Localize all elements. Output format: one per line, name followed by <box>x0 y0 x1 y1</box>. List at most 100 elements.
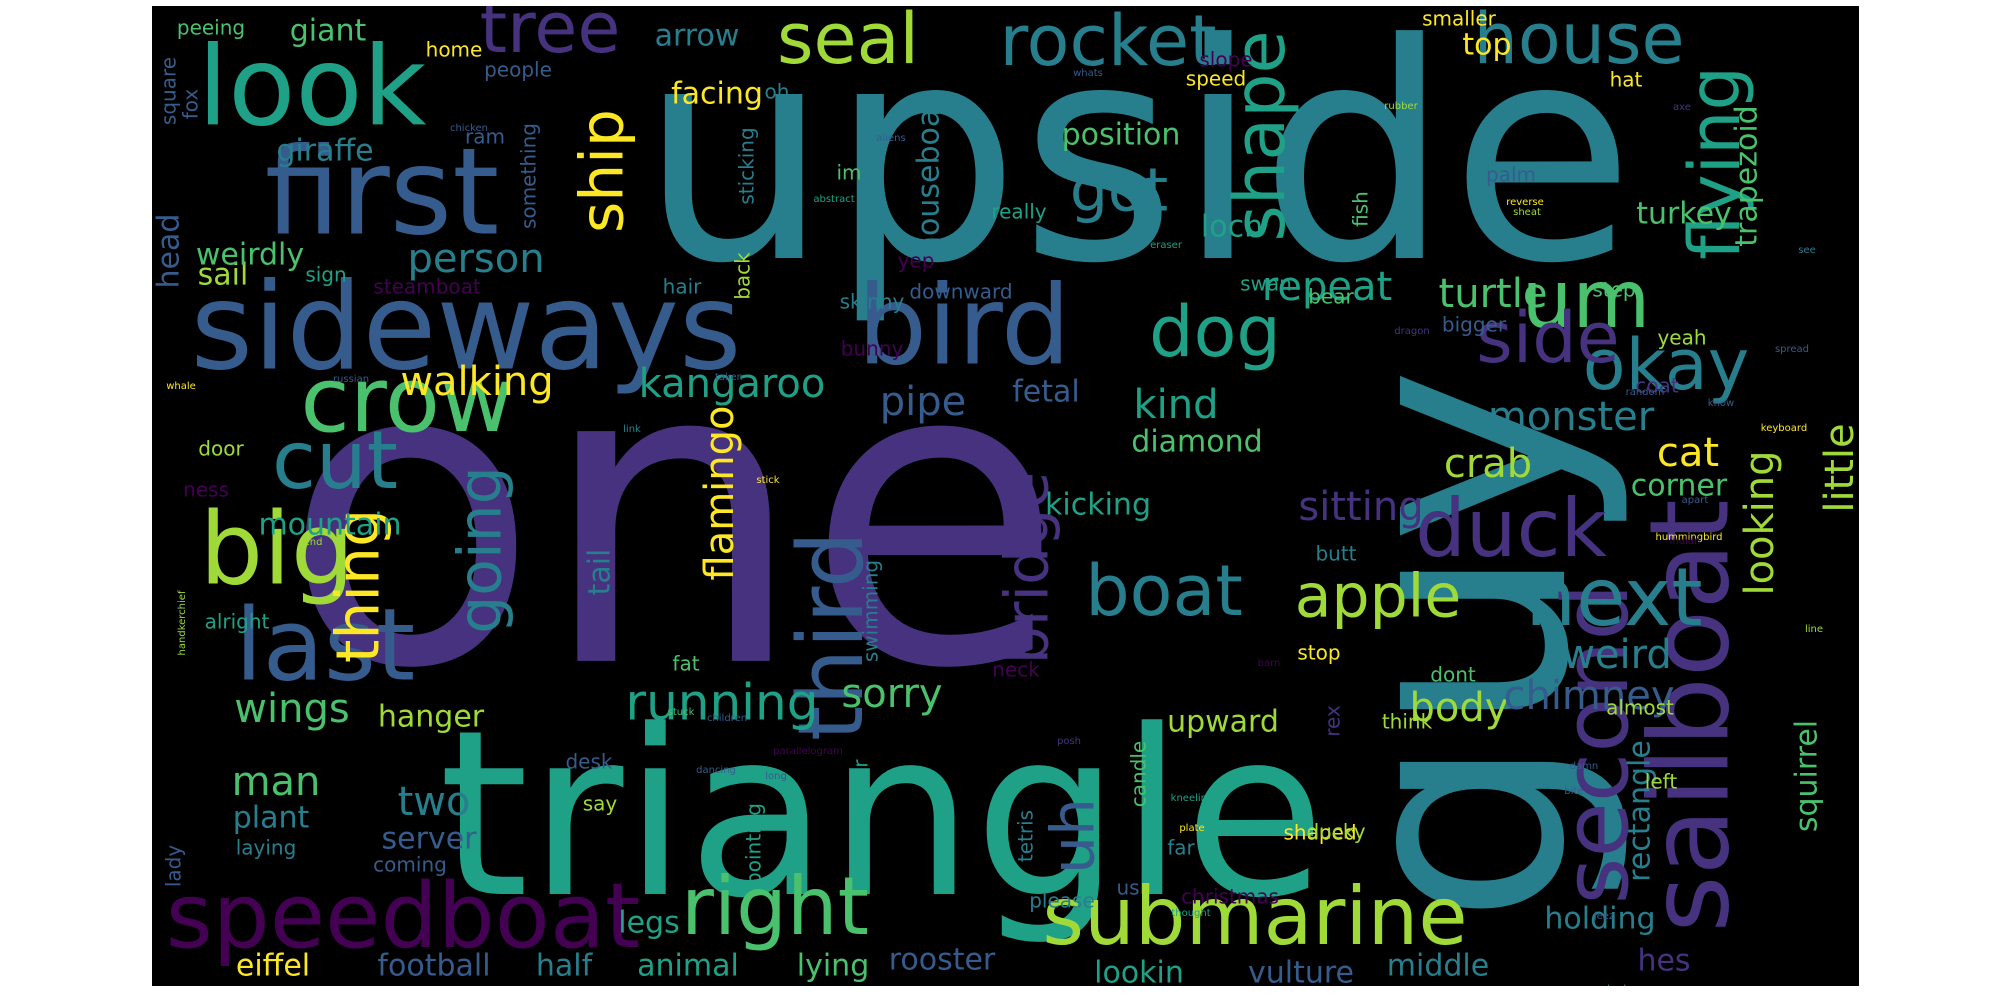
word-dont: dont <box>1430 663 1476 687</box>
word-eraser: eraser <box>1150 240 1183 251</box>
word-think: think <box>1382 710 1433 734</box>
word-candle: candle <box>1127 741 1151 807</box>
word-cut: cut <box>272 414 398 507</box>
word-downward: downward <box>909 280 1012 304</box>
word-handkerchief: handkerchief <box>177 590 188 655</box>
word-posh: posh <box>1057 736 1081 747</box>
word-lying: lying <box>797 949 869 984</box>
word-cloud: one upside triangle guy sideways first look bir… <box>152 6 1859 986</box>
word-barn: barn <box>1258 658 1281 669</box>
word-running: running <box>626 674 819 732</box>
word-top: top <box>1462 28 1511 63</box>
word-sorry: sorry <box>841 671 942 717</box>
word-facing: facing <box>671 77 763 112</box>
word-door: door <box>198 437 244 461</box>
word-plant: plant <box>233 801 310 836</box>
word-see: see <box>1798 245 1816 256</box>
word-damn: damn <box>1570 761 1599 772</box>
word-hat: hat <box>1610 68 1643 92</box>
word-kind: kind <box>1133 382 1218 428</box>
word-flamingo: flamingo <box>697 406 743 581</box>
word-fat: fat <box>672 652 699 676</box>
word-back: back <box>731 252 755 300</box>
word-desk: desk <box>565 750 612 774</box>
word-triangle: triangle <box>439 682 1326 949</box>
word-home: home <box>426 38 483 62</box>
word-line: line <box>1805 624 1823 635</box>
word-duck: duck <box>1415 482 1607 575</box>
word-laying: laying <box>236 836 297 860</box>
word-ship: ship <box>568 109 638 233</box>
word-random: random <box>1626 387 1665 398</box>
word-look: look <box>198 22 427 150</box>
word-crow: crow <box>300 348 513 453</box>
word-sail: sail <box>198 258 249 293</box>
word-weirdly: weirdly <box>196 238 304 273</box>
word-chicken: chicken <box>450 123 488 134</box>
word-know: know <box>1708 398 1734 409</box>
word-seal: seal <box>777 6 919 80</box>
word-eiffel: eiffel <box>236 949 310 984</box>
word-squirrel: squirrel <box>1790 720 1825 832</box>
word-step: step <box>1592 278 1635 302</box>
word-third: third <box>779 531 884 741</box>
word-palm: palm <box>1486 163 1536 187</box>
word-uh: uh <box>1039 798 1109 874</box>
word-parallelogram: parallelogram <box>773 746 843 757</box>
word-kangaroo: kangaroo <box>639 361 826 407</box>
word-going: going <box>446 466 516 634</box>
word-people: people <box>484 58 552 82</box>
word-okay: okay <box>1583 324 1749 406</box>
word-neck: neck <box>992 658 1040 682</box>
word-giant: giant <box>290 14 367 49</box>
word-sign: sign <box>305 263 346 287</box>
word-lady: lady <box>162 845 186 888</box>
word-boat: boat <box>1085 550 1243 632</box>
word-first: first <box>265 124 500 263</box>
word-rectangle: rectangle <box>1623 740 1658 882</box>
word-pipe: pipe <box>880 379 967 425</box>
word-indian: indian <box>1670 536 1701 547</box>
word-keyboard: keyboard <box>1761 423 1807 434</box>
word-sitting: sitting <box>1298 484 1423 530</box>
word-turkey: turkey <box>1636 197 1732 232</box>
word-position: position <box>1062 118 1181 153</box>
word-end: end <box>304 537 323 548</box>
word-side: side <box>1476 297 1619 379</box>
word-really: really <box>991 200 1046 224</box>
word-big: big <box>200 490 355 607</box>
word-dancing: dancing <box>696 765 736 776</box>
word-yeah: yeah <box>1657 326 1706 350</box>
word-football: football <box>377 949 490 984</box>
word-submarine: submarine <box>1042 870 1467 963</box>
word-diamond: diamond <box>1131 425 1262 460</box>
word-children: children <box>707 713 747 724</box>
word-shaped: shaped <box>1283 821 1356 845</box>
word-bird: bird <box>857 261 1071 389</box>
word-turtle: turtle <box>1439 271 1548 317</box>
word-apart: apart <box>1682 495 1709 506</box>
word-bridge: bridge <box>993 472 1063 665</box>
word-cat: cat <box>1657 430 1719 476</box>
word-sideways: sideways <box>190 259 741 398</box>
word-houseboat: houseboat <box>912 97 947 255</box>
word-coming: coming <box>373 853 447 877</box>
word-steamboat: steamboat <box>373 275 480 299</box>
word-abstract: abstract <box>813 194 854 205</box>
word-repeat: repeat <box>1262 264 1392 310</box>
word-upside: upside <box>639 6 1634 329</box>
word-smaller: smaller <box>1422 7 1497 31</box>
word-tail: tail <box>583 549 618 596</box>
word-animal: animal <box>637 949 739 984</box>
word-loch: loch <box>1201 210 1263 245</box>
word-fetal: fetal <box>1012 375 1080 410</box>
word-legs: legs <box>618 906 679 941</box>
word-vulture: vulture <box>1248 956 1354 987</box>
word-swan: swan <box>1240 272 1292 296</box>
word-half: half <box>536 949 594 984</box>
word-bigger: bigger <box>1442 313 1507 337</box>
word-crab: crab <box>1444 441 1532 487</box>
word-second: second <box>1544 584 1649 905</box>
word-slope: slope <box>1199 48 1252 72</box>
